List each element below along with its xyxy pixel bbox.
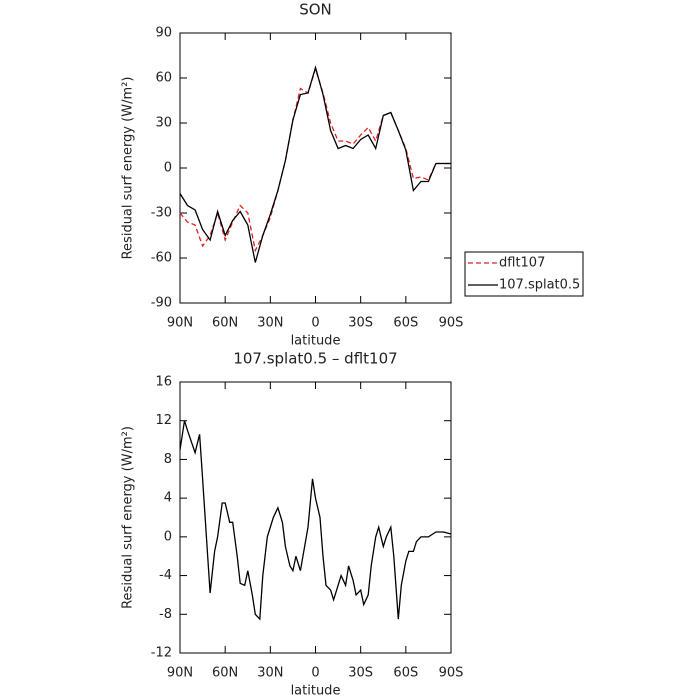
y-tick-label: 8 <box>164 452 172 467</box>
x-tick-label: 60S <box>393 666 418 681</box>
y-axis-label: Residual surf energy (W/m²) <box>121 426 136 609</box>
x-tick-label: 90S <box>439 666 464 681</box>
x-tick-label: 0 <box>311 316 319 331</box>
x-tick-label: 60S <box>393 316 418 331</box>
y-tick-label: 30 <box>155 116 172 131</box>
legend-label: 107.splat0.5 <box>499 278 580 293</box>
y-tick-label: -12 <box>151 646 172 661</box>
data-line <box>179 420 452 621</box>
chart-title: 107.splat0.5 – dflt107 <box>233 350 397 368</box>
x-tick-label: 60N <box>212 666 238 681</box>
legend-label: dflt107 <box>499 256 545 271</box>
y-tick-label: -8 <box>159 607 172 622</box>
x-axis-label: latitude <box>291 684 341 699</box>
x-tick-label: 90N <box>167 316 193 331</box>
y-tick-label: 16 <box>155 375 172 390</box>
x-tick-label: 30S <box>348 666 373 681</box>
y-tick-label: -90 <box>151 296 172 311</box>
x-axis-label: latitude <box>291 334 341 349</box>
y-tick-label: 60 <box>155 71 172 86</box>
y-tick-label: 12 <box>155 413 172 428</box>
y-tick-label: 90 <box>155 26 172 41</box>
x-tick-label: 90S <box>439 316 464 331</box>
x-tick-label: 30N <box>257 666 283 681</box>
y-tick-label: -30 <box>151 206 172 221</box>
legend-box <box>464 251 584 297</box>
chart-title: SON <box>299 1 332 19</box>
y-tick-label: -4 <box>159 568 172 583</box>
y-tick-label: 4 <box>164 491 172 506</box>
y-tick-label: -60 <box>151 251 172 266</box>
y-tick-label: 0 <box>164 529 172 544</box>
x-tick-label: 90N <box>167 666 193 681</box>
x-tick-label: 30N <box>257 316 283 331</box>
y-axis-label: Residual surf energy (W/m²) <box>121 77 136 260</box>
x-tick-label: 0 <box>311 666 319 681</box>
data-line <box>179 65 451 263</box>
y-tick-label: 0 <box>164 161 172 176</box>
x-tick-label: 60N <box>212 316 238 331</box>
x-tick-label: 30S <box>348 316 373 331</box>
